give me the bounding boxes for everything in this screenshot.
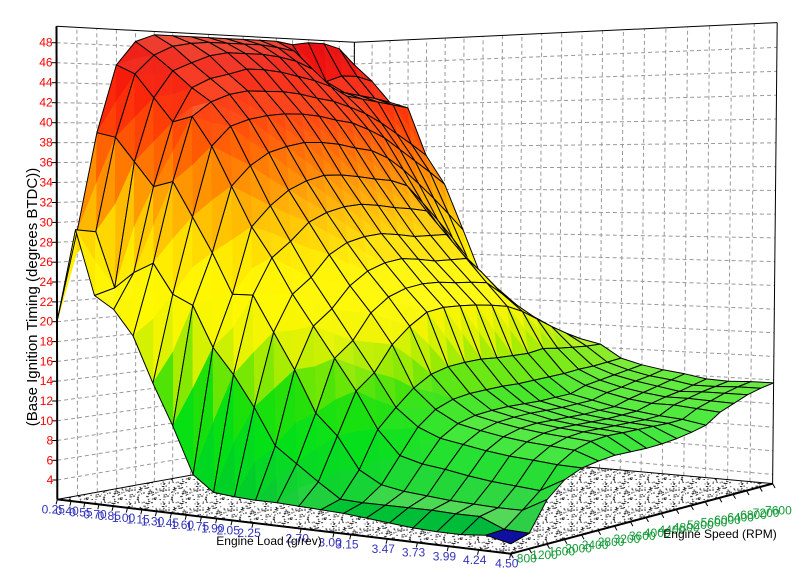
svg-text:0.85: 0.85 xyxy=(98,509,122,523)
svg-text:32: 32 xyxy=(39,196,53,210)
svg-text:0.40: 0.40 xyxy=(55,504,79,518)
svg-text:36: 36 xyxy=(39,156,53,170)
svg-text:14: 14 xyxy=(40,374,54,388)
svg-text:40: 40 xyxy=(39,116,53,130)
svg-text:38: 38 xyxy=(39,136,53,150)
svg-text:Engine Speed (RPM): Engine Speed (RPM) xyxy=(663,527,776,541)
svg-text:5200: 5200 xyxy=(687,518,714,532)
svg-text:800: 800 xyxy=(517,552,537,566)
svg-text:4.24: 4.24 xyxy=(463,553,487,567)
svg-text:2.05: 2.05 xyxy=(217,523,241,537)
svg-text:46: 46 xyxy=(39,56,53,70)
svg-text:1.75: 1.75 xyxy=(186,520,210,534)
svg-text:0.55: 0.55 xyxy=(69,506,93,520)
svg-text:3.15: 3.15 xyxy=(335,538,359,552)
svg-text:48: 48 xyxy=(39,36,53,50)
svg-text:2.25: 2.25 xyxy=(237,526,261,540)
svg-text:3.00: 3.00 xyxy=(318,536,342,550)
svg-text:24: 24 xyxy=(40,275,54,289)
svg-text:4: 4 xyxy=(47,473,54,487)
svg-text:1.15: 1.15 xyxy=(126,513,150,527)
svg-text:0.25: 0.25 xyxy=(42,502,66,516)
svg-text:1.30: 1.30 xyxy=(141,514,165,528)
svg-text:4800: 4800 xyxy=(673,520,700,534)
svg-text:6: 6 xyxy=(47,453,54,467)
svg-text:3200: 3200 xyxy=(614,532,641,546)
svg-text:2400: 2400 xyxy=(582,538,609,552)
svg-text:7200: 7200 xyxy=(753,506,780,520)
svg-text:10: 10 xyxy=(40,414,54,428)
svg-text:8: 8 xyxy=(47,434,54,448)
svg-text:1.45: 1.45 xyxy=(156,516,180,530)
svg-text:44: 44 xyxy=(39,76,53,90)
svg-text:3.99: 3.99 xyxy=(433,549,457,563)
svg-text:0.70: 0.70 xyxy=(83,507,107,521)
svg-text:3600: 3600 xyxy=(629,529,656,543)
svg-text:6000: 6000 xyxy=(714,513,741,527)
svg-text:30: 30 xyxy=(40,215,54,229)
svg-text:3.73: 3.73 xyxy=(402,546,426,560)
svg-text:4000: 4000 xyxy=(644,526,671,540)
svg-text:(Base Ignition Timing (degrees: (Base Ignition Timing (degrees BTDC)) xyxy=(24,168,41,426)
svg-text:6800: 6800 xyxy=(740,508,767,522)
svg-text:16: 16 xyxy=(40,354,54,368)
svg-text:4400: 4400 xyxy=(659,523,686,537)
svg-text:3.47: 3.47 xyxy=(372,542,396,556)
svg-text:6400: 6400 xyxy=(727,510,754,524)
svg-text:4.50: 4.50 xyxy=(495,557,519,571)
svg-text:26: 26 xyxy=(40,255,54,269)
svg-text:34: 34 xyxy=(39,176,53,190)
svg-text:Engine Load (g/rev): Engine Load (g/rev) xyxy=(216,534,321,548)
svg-text:28: 28 xyxy=(40,235,54,249)
svg-text:7600: 7600 xyxy=(765,504,792,518)
svg-text:20: 20 xyxy=(40,315,54,329)
svg-text:1600: 1600 xyxy=(548,545,575,559)
svg-text:1.60: 1.60 xyxy=(171,518,195,532)
svg-text:5600: 5600 xyxy=(701,515,728,529)
svg-text:42: 42 xyxy=(39,96,53,110)
svg-text:2800: 2800 xyxy=(598,535,625,549)
svg-text:1.00: 1.00 xyxy=(112,511,136,525)
svg-text:12: 12 xyxy=(40,394,54,408)
svg-text:18: 18 xyxy=(40,335,54,349)
svg-text:2000: 2000 xyxy=(565,541,592,555)
svg-text:2.70: 2.70 xyxy=(286,532,310,546)
svg-text:1.90: 1.90 xyxy=(201,522,225,536)
svg-text:1200: 1200 xyxy=(531,548,558,562)
svg-text:22: 22 xyxy=(40,295,54,309)
